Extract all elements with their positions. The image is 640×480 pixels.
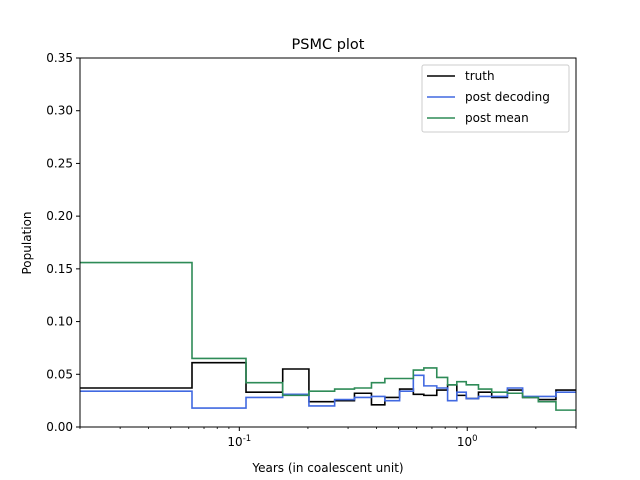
y-tick-label: 0.20	[46, 209, 73, 223]
y-tick-label: 0.35	[46, 51, 73, 65]
y-tick-label: 0.00	[46, 420, 73, 434]
y-tick-label: 0.05	[46, 367, 73, 381]
axes-frame	[79, 57, 577, 428]
legend-label: truth	[465, 69, 495, 83]
legend-box	[421, 64, 570, 133]
legend-label: post mean	[465, 111, 529, 125]
y-tick-label: 0.25	[46, 156, 73, 170]
series-line-post-mean	[80, 261, 576, 411]
y-tick-label: 0.10	[46, 315, 73, 329]
legend-label: post decoding	[465, 90, 550, 104]
y-tick-label: 0.15	[46, 262, 73, 276]
series-line-post-decoding	[80, 374, 576, 409]
x-axis-label: Years (in coalescent unit)	[251, 461, 403, 475]
y-axis-label: Population	[20, 211, 34, 274]
y-tick-label: 0.30	[46, 104, 73, 118]
chart-title: PSMC plot	[292, 37, 365, 53]
